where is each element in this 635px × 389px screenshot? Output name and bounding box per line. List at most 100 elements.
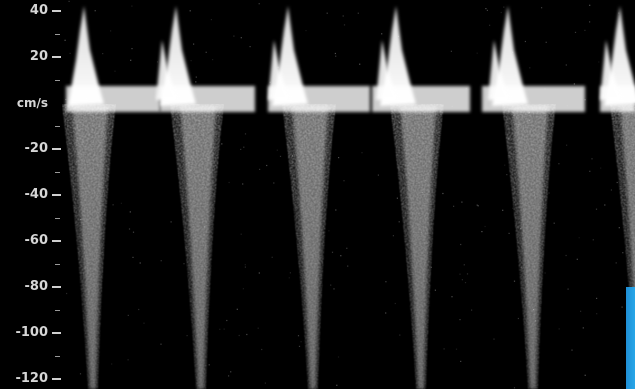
speckle-dot: [233, 35, 235, 37]
speckle-dot: [566, 144, 568, 146]
speckle-dot: [238, 334, 240, 337]
speckle-dot: [244, 264, 246, 266]
speckle-dot: [573, 83, 575, 85]
speckle-dot: [244, 266, 246, 268]
forward-peak-secondary: [376, 40, 400, 100]
speckle-dot: [529, 67, 531, 69]
speckle-dot: [127, 359, 129, 361]
speckle-dot: [420, 231, 422, 233]
speckle-dot: [500, 11, 502, 14]
axis-minor-tick: [55, 310, 60, 311]
speckle-dot: [385, 312, 387, 314]
speckle-dot: [343, 24, 346, 26]
speckle-dot: [223, 328, 225, 330]
speckle-dot: [193, 43, 195, 45]
speckle-dot: [300, 341, 302, 343]
reverse-envelope-core: [512, 106, 548, 389]
speckle-dot: [330, 284, 332, 286]
speckle-dot: [201, 134, 203, 136]
speckle-dot: [578, 237, 580, 239]
speckle-dot: [94, 10, 96, 12]
speckle-dot: [610, 189, 612, 191]
forward-peak-secondary: [488, 40, 512, 100]
speckle-dot: [271, 256, 273, 258]
speckle-dot: [258, 272, 260, 274]
speckle-dot: [243, 146, 245, 148]
speckle-dot: [249, 46, 251, 48]
speckle-dot: [189, 187, 191, 189]
speckle-dot: [411, 272, 413, 274]
axis-minor-tick: [55, 34, 60, 35]
speckle-dot: [604, 204, 606, 206]
speckle-dot: [476, 204, 478, 206]
speckle-dot: [326, 12, 328, 14]
speckle-dot: [305, 30, 307, 32]
axis-unit-label: cm/s: [16, 96, 48, 110]
speckle-dot: [128, 228, 131, 230]
speckle-dot: [189, 10, 191, 12]
speckle-dot: [258, 3, 260, 5]
speckle-dot: [185, 187, 187, 189]
speckle-dot: [596, 297, 598, 299]
speckle-dot: [513, 280, 516, 282]
speckle-dot: [567, 288, 569, 290]
speckle-dot: [548, 192, 550, 194]
speckle-dot: [584, 99, 586, 101]
speckle-dot: [143, 322, 145, 324]
speckle-dot: [589, 4, 591, 6]
axis-tick-mark: [52, 332, 61, 334]
speckle-dot: [466, 273, 469, 275]
speckle-dot: [65, 111, 67, 113]
speckle-dot: [591, 158, 593, 160]
speckle-dot: [334, 52, 336, 55]
speckle-dot: [512, 207, 514, 209]
speckle-dot: [111, 363, 113, 365]
speckle-dot: [336, 384, 338, 386]
speckle-dot: [377, 174, 379, 176]
speckle-dot: [127, 314, 129, 316]
speckle-dot: [240, 37, 242, 39]
speckle-dot: [463, 264, 465, 266]
speckle-dot: [210, 19, 212, 21]
speckle-dot: [337, 356, 340, 358]
speckle-dot: [401, 189, 403, 191]
speckle-dot: [524, 40, 526, 43]
speckle-dot: [571, 349, 573, 351]
speckle-dot: [204, 226, 206, 228]
speckle-dot: [553, 222, 555, 224]
speckle-dot: [618, 12, 620, 14]
axis-minor-tick: [55, 126, 60, 127]
speckle-dot: [508, 137, 510, 139]
speckle-dot: [195, 81, 197, 83]
axis-tick-label: -80: [24, 279, 49, 294]
speckle-dot: [131, 5, 133, 7]
speckle-dot: [328, 230, 330, 232]
speckle-dot: [242, 288, 244, 290]
speckle-dot: [589, 170, 591, 172]
speckle-dot: [289, 272, 291, 274]
speckle-dot: [292, 172, 294, 175]
speckle-dot: [359, 63, 361, 65]
speckle-dot: [399, 334, 401, 336]
speckle-dot: [226, 319, 228, 322]
reverse-envelope-core: [180, 106, 216, 389]
speckle-dot: [520, 266, 522, 268]
speckle-dot: [558, 328, 560, 330]
speckle-dot: [566, 105, 568, 107]
speckle-dot: [346, 247, 348, 249]
speckle-dot: [240, 233, 242, 235]
speckle-dot: [440, 113, 442, 115]
speckle-dot: [486, 9, 488, 11]
speckle-dot: [298, 345, 301, 347]
speckle-dot: [493, 338, 495, 340]
speckle-dot: [259, 168, 261, 170]
speckle-dot: [312, 160, 314, 162]
speckle-dot: [629, 264, 631, 266]
speckle-dot: [595, 208, 598, 210]
speckle-dot: [558, 163, 560, 165]
speckle-dot: [442, 192, 444, 195]
speckle-dot: [331, 251, 334, 253]
speckle-dot: [506, 174, 508, 176]
speckle-dot: [288, 277, 290, 279]
speckle-dot: [450, 50, 452, 52]
